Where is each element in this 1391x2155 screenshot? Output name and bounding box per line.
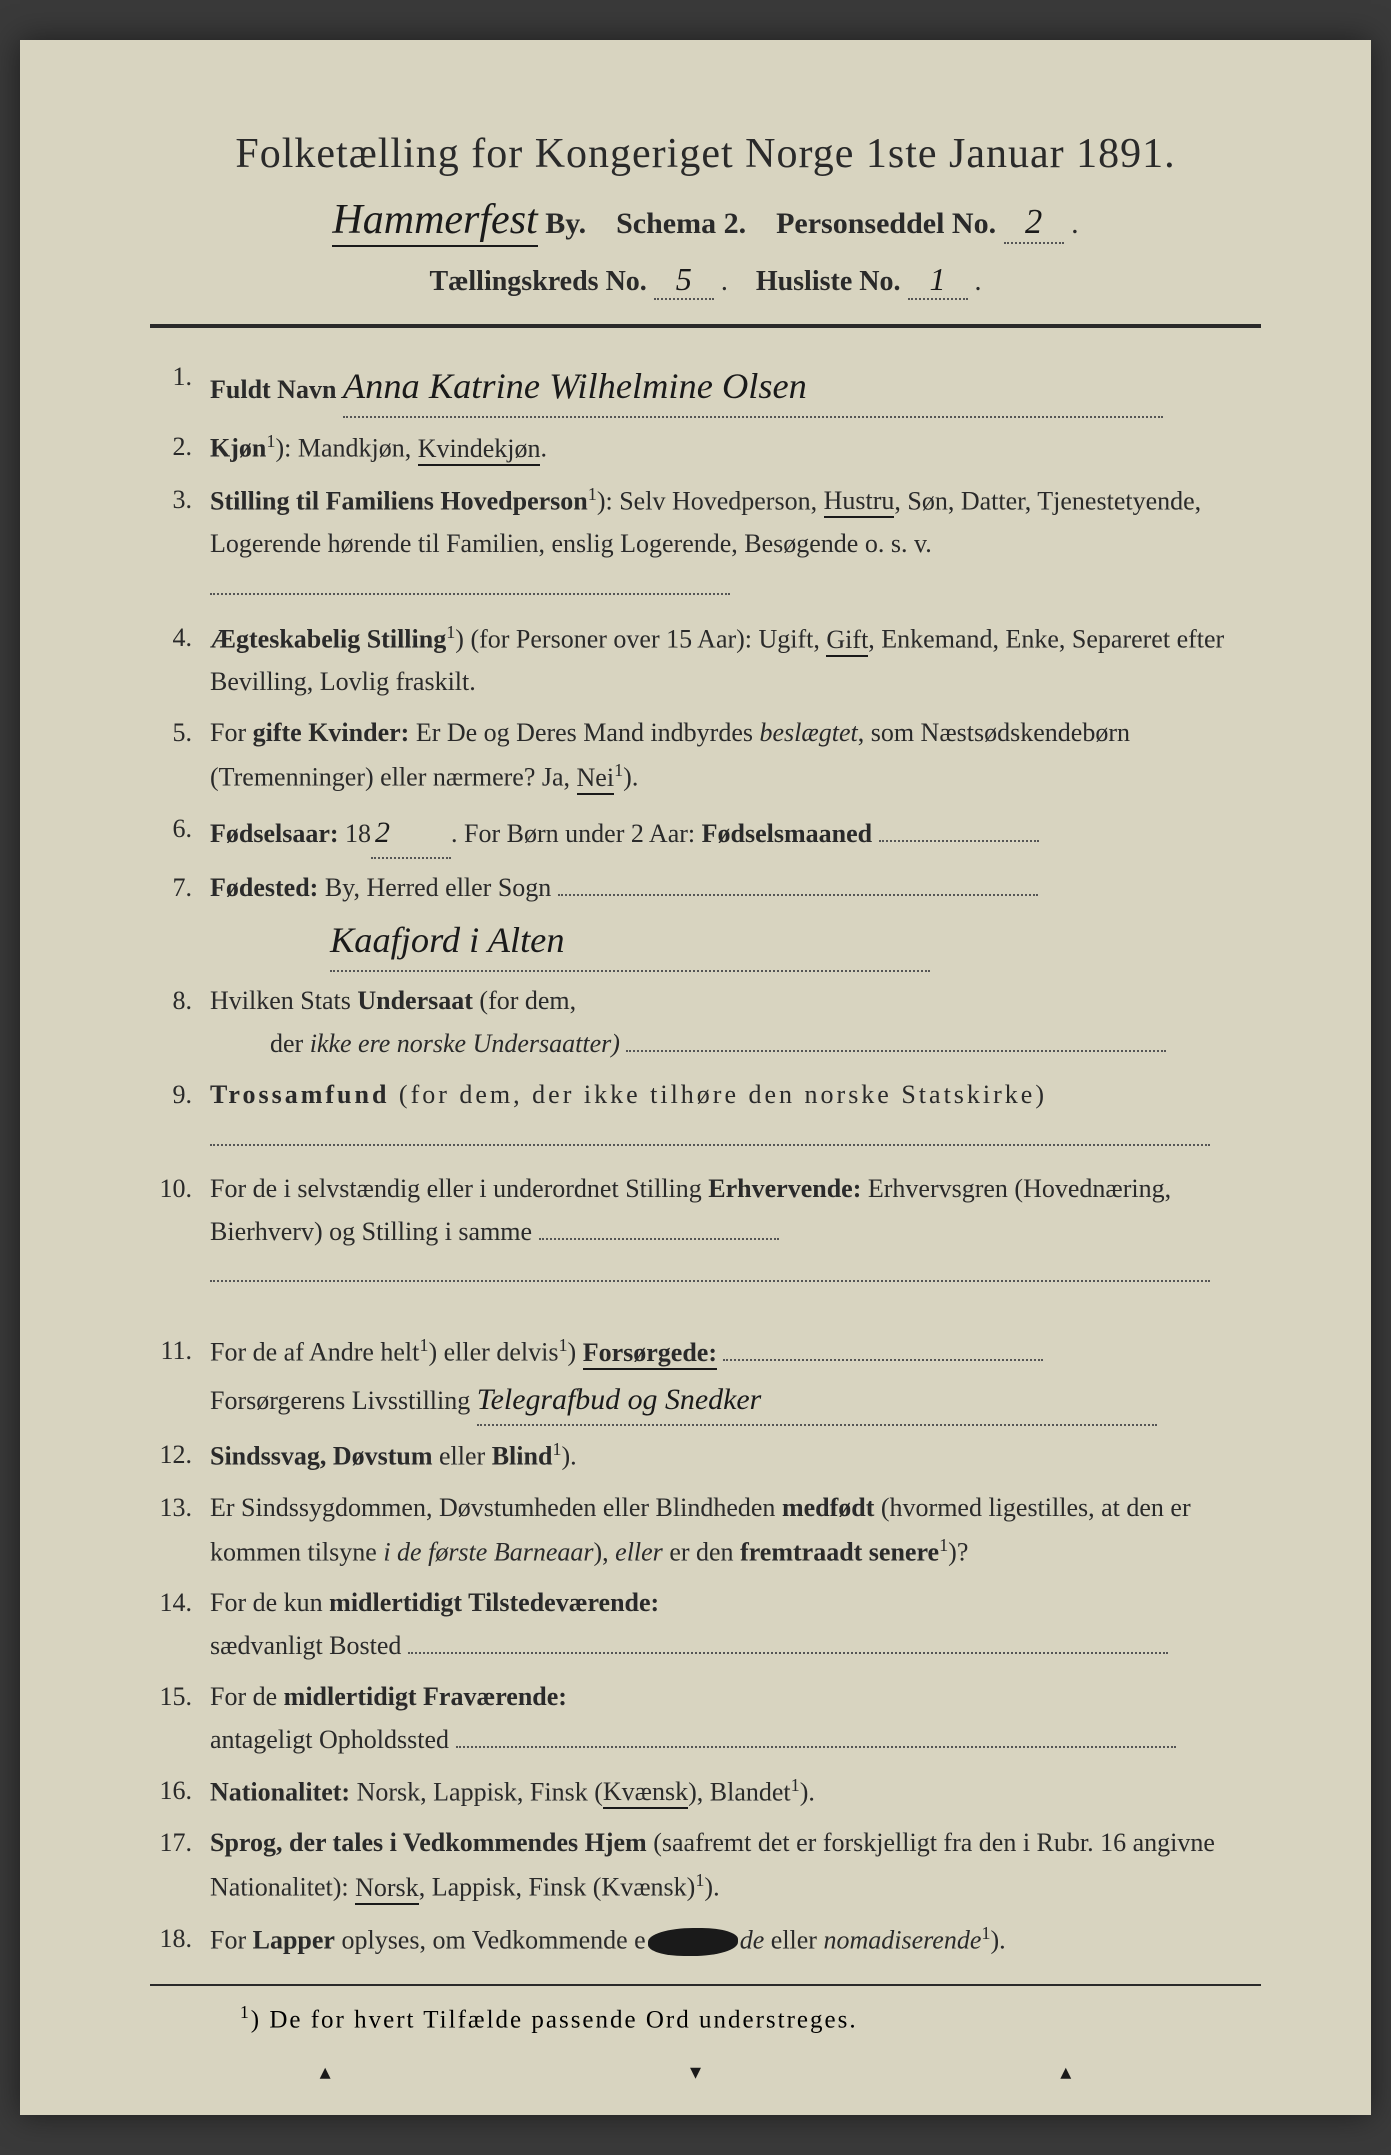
- schema-label: Schema 2.: [616, 207, 746, 240]
- fodested-hw: Kaafjord i Alten: [330, 910, 565, 970]
- year-hw: 2: [375, 808, 390, 857]
- label-erhvervende: Erhvervende:: [708, 1174, 861, 1203]
- item-12: 12. Sindssvag, Døvstum eller Blind1).: [150, 1434, 1261, 1479]
- label-nationalitet: Nationalitet:: [210, 1777, 350, 1806]
- item-4: 4. Ægteskabelig Stilling1) (for Personer…: [150, 617, 1261, 704]
- label-stilling: Stilling til Familiens Hovedperson: [210, 486, 588, 515]
- item-13: 13. Er Sindssygdommen, Døvstumheden elle…: [150, 1487, 1261, 1574]
- mark-left: ▴: [320, 2059, 331, 2085]
- item-14: 14. For de kun midlertidigt Tilstedevære…: [150, 1582, 1261, 1668]
- label-fuldt-navn: Fuldt Navn: [210, 375, 336, 404]
- item-2: 2. Kjøn1): Mandkjøn, Kvindekjøn.: [150, 426, 1261, 471]
- by-label: By.: [545, 207, 586, 240]
- label-tilstedevaerende: midlertidigt Tilstedeværende:: [329, 1588, 659, 1617]
- rule-bottom: [150, 1984, 1261, 1986]
- husliste-label: Husliste No.: [756, 266, 901, 297]
- item-7: 7. Fødested: By, Herred eller Sogn Kaafj…: [150, 867, 1261, 972]
- item-9: 9. Trossamfund (for dem, der ikke tilhør…: [150, 1074, 1261, 1160]
- item-15: 15. For de midlertidigt Fraværende: anta…: [150, 1676, 1261, 1762]
- label-forsorgede: Forsørgede:: [583, 1338, 717, 1370]
- ink-blot: [648, 1928, 738, 1956]
- header-line-3: Tællingskreds No. 5 . Husliste No. 1 .: [150, 261, 1261, 300]
- stilling-selected: Hustru: [824, 486, 895, 518]
- label-fodested: Fødested:: [210, 873, 318, 902]
- label-undersaat: Undersaat: [357, 986, 473, 1015]
- item-5: 5. For gifte Kvinder: Er De og Deres Man…: [150, 712, 1261, 799]
- mark-right: ▴: [1060, 2059, 1071, 2085]
- page-marks: ▴ ▾ ▴: [20, 2059, 1371, 2085]
- form-items: 1. Fuldt Navn Anna Katrine Wilhelmine Ol…: [150, 356, 1261, 1962]
- census-form-page: Folketælling for Kongeriget Norge 1ste J…: [20, 40, 1371, 2115]
- label-gifte: gifte Kvinder:: [253, 718, 410, 747]
- label-sprog: Sprog, der tales i Vedkommendes Hjem: [210, 1828, 647, 1857]
- item-16: 16. Nationalitet: Norsk, Lappisk, Finsk …: [150, 1770, 1261, 1815]
- label-sindssvag: Sindssvag, Døvstum: [210, 1442, 433, 1471]
- item-1: 1. Fuldt Navn Anna Katrine Wilhelmine Ol…: [150, 356, 1261, 418]
- item-3: 3. Stilling til Familiens Hovedperson1):…: [150, 479, 1261, 609]
- footnote: 1) De for hvert Tilfælde passende Ord un…: [150, 2002, 1261, 2034]
- label-fodselsaar: Fødselsaar:: [210, 819, 339, 848]
- item-11: 11. For de af Andre helt1) eller delvis1…: [150, 1330, 1261, 1426]
- personseddel-label: Personseddel No.: [776, 207, 996, 240]
- kreds-label: Tællingskreds No.: [429, 266, 646, 297]
- item-6: 6. Fødselsaar: 182. For Børn under 2 Aar…: [150, 808, 1261, 859]
- rule-top: [150, 324, 1261, 328]
- label-aegte: Ægteskabelig Stilling: [210, 625, 446, 654]
- mark-center: ▾: [690, 2059, 701, 2085]
- label-fravaerende: midlertidigt Fraværende:: [284, 1682, 567, 1711]
- husliste-no: 1: [929, 261, 945, 298]
- label-trossamfund: Trossamfund: [210, 1080, 389, 1109]
- name-handwritten: Anna Katrine Wilhelmine Olsen: [343, 356, 807, 416]
- item-18: 18. For Lapper oplyses, om Vedkommende e…: [150, 1918, 1261, 1963]
- item-8: 8. Hvilken Stats Undersaat (for dem, der…: [150, 980, 1261, 1066]
- form-title: Folketælling for Kongeriget Norge 1ste J…: [150, 130, 1261, 178]
- forsorger-hw: Telegrafbud og Snedker: [477, 1375, 762, 1424]
- beslaegtet-selected: Nei: [577, 763, 615, 795]
- kreds-no: 5: [676, 261, 692, 298]
- kjon-selected: Kvindekjøn: [418, 434, 541, 466]
- aegte-selected: Gift: [826, 625, 868, 657]
- header-line-2: Hammerfest By. Schema 2. Personseddel No…: [150, 196, 1261, 247]
- sprog-selected: Norsk: [355, 1873, 419, 1905]
- nationalitet-selected: Kvænsk: [603, 1777, 688, 1809]
- item-10: 10. For de i selvstændig eller i underor…: [150, 1168, 1261, 1297]
- label-medfodt: medfødt: [782, 1493, 874, 1522]
- label-lapper: Lapper: [253, 1925, 335, 1954]
- label-kjon: Kjøn: [210, 434, 266, 463]
- personseddel-no: 2: [1025, 203, 1042, 242]
- item-17: 17. Sprog, der tales i Vedkommendes Hjem…: [150, 1822, 1261, 1909]
- label-fodselsmaaned: Fødselsmaaned: [702, 819, 872, 848]
- city-handwritten: Hammerfest: [332, 196, 537, 247]
